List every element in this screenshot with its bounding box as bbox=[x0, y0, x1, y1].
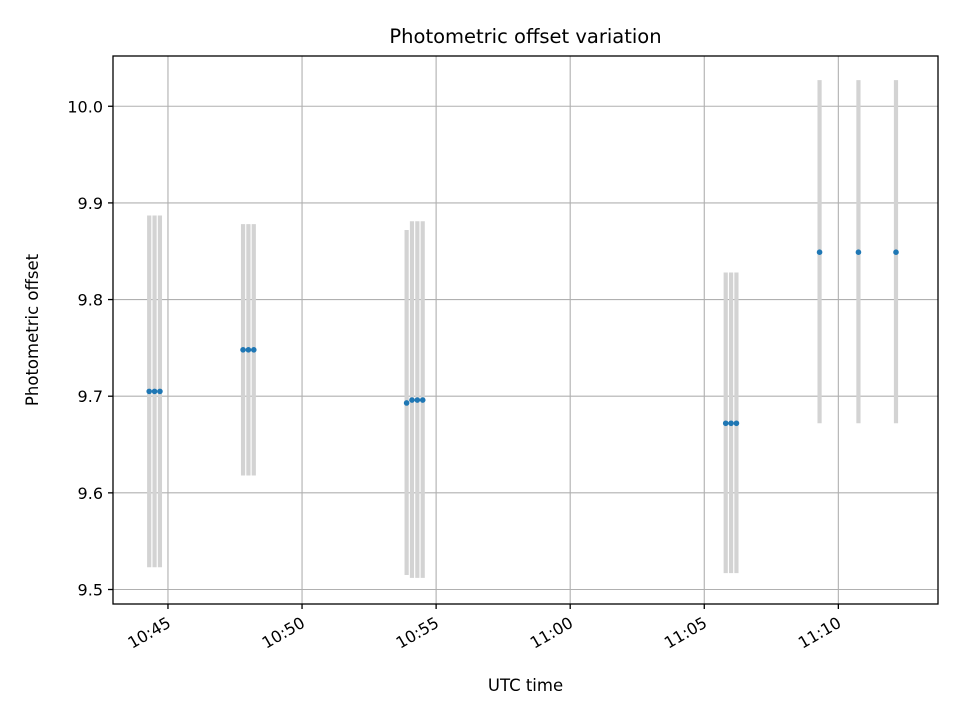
chart-title: Photometric offset variation bbox=[389, 25, 661, 48]
x-axis-label: UTC time bbox=[488, 676, 563, 695]
data-point bbox=[893, 249, 899, 255]
y-tick-label: 9.9 bbox=[78, 194, 103, 213]
x-tick-label: 11:10 bbox=[795, 613, 844, 653]
data-points bbox=[146, 249, 899, 427]
data-point bbox=[245, 347, 252, 353]
y-tick-label: 9.8 bbox=[78, 291, 103, 310]
y-tick-label: 9.6 bbox=[78, 484, 103, 503]
data-point bbox=[733, 420, 740, 427]
x-tick-label: 10:45 bbox=[125, 613, 174, 653]
y-axis-label: Photometric offset bbox=[23, 253, 42, 406]
data-point bbox=[855, 249, 862, 255]
data-point bbox=[722, 420, 729, 427]
data-point bbox=[403, 400, 410, 406]
data-point bbox=[146, 388, 152, 395]
y-tick-label: 10.0 bbox=[67, 97, 103, 116]
data-point bbox=[157, 388, 163, 395]
data-point bbox=[409, 397, 415, 403]
data-point bbox=[240, 347, 246, 353]
data-point bbox=[728, 420, 734, 427]
data-point bbox=[414, 397, 421, 403]
x-tick-label: 11:00 bbox=[527, 613, 576, 653]
x-tick-label: 10:50 bbox=[259, 613, 308, 653]
x-tick-label: 10:55 bbox=[393, 613, 442, 653]
data-point bbox=[816, 249, 823, 255]
data-point bbox=[250, 347, 257, 353]
plot-frame bbox=[112, 55, 939, 605]
error-bars bbox=[147, 80, 899, 578]
grid-lines bbox=[113, 56, 938, 604]
data-point bbox=[151, 388, 158, 395]
data-point bbox=[419, 397, 426, 403]
y-tick-label: 9.7 bbox=[78, 387, 103, 406]
x-tick-label: 11:05 bbox=[661, 613, 710, 653]
y-tick-label: 9.5 bbox=[78, 581, 103, 600]
